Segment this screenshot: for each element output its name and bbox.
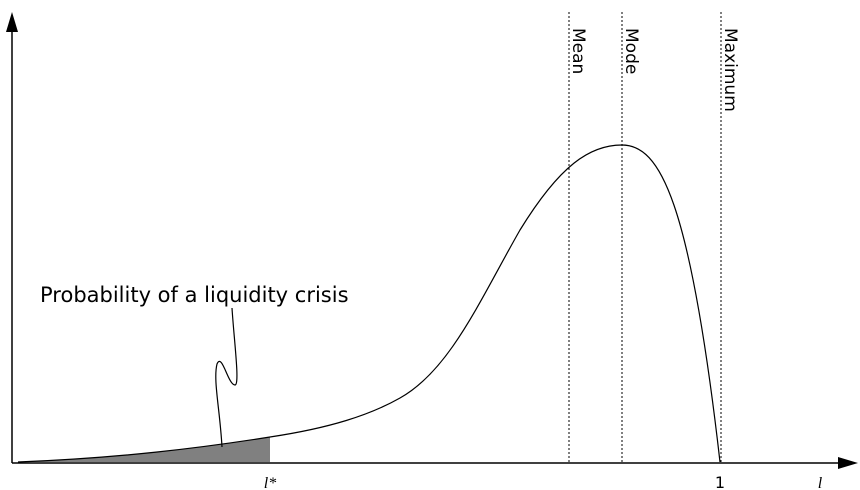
shaded-tail bbox=[18, 437, 270, 462]
density-curve bbox=[17, 144, 721, 463]
threshold-label: l* bbox=[264, 475, 276, 490]
mode-label: Mode bbox=[621, 28, 641, 74]
y-arrow bbox=[6, 12, 18, 32]
mean-label: Mean bbox=[568, 28, 588, 74]
maximum-label: Maximum bbox=[720, 28, 740, 112]
variable-label: l bbox=[818, 475, 823, 490]
one-label: 1 bbox=[715, 473, 725, 490]
x-arrow bbox=[838, 457, 858, 469]
annotation-pointer bbox=[215, 307, 238, 448]
annotation-label: Probability of a liquidity crisis bbox=[40, 283, 349, 307]
